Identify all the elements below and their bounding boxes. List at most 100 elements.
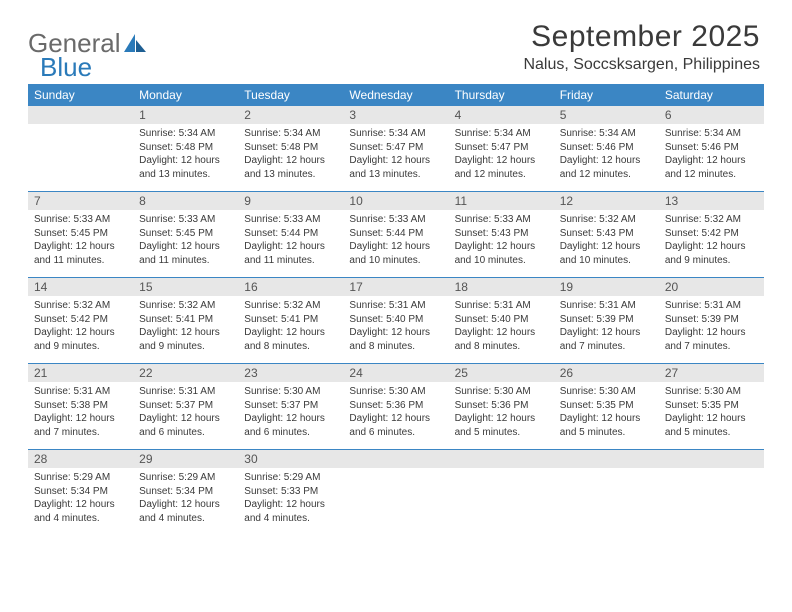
day-cell: 7Sunrise: 5:33 AMSunset: 5:45 PMDaylight… bbox=[28, 192, 133, 277]
day-cell-empty bbox=[343, 450, 448, 535]
day-details: Sunrise: 5:31 AMSunset: 5:39 PMDaylight:… bbox=[659, 296, 764, 359]
day-cell: 1Sunrise: 5:34 AMSunset: 5:48 PMDaylight… bbox=[133, 106, 238, 191]
day-cell: 26Sunrise: 5:30 AMSunset: 5:35 PMDayligh… bbox=[554, 364, 659, 449]
day-number: 29 bbox=[133, 450, 238, 468]
day-number: 21 bbox=[28, 364, 133, 382]
day-number: 10 bbox=[343, 192, 448, 210]
day-cell-empty bbox=[659, 450, 764, 535]
day-number: 25 bbox=[449, 364, 554, 382]
day-number: 15 bbox=[133, 278, 238, 296]
day-cell: 24Sunrise: 5:30 AMSunset: 5:36 PMDayligh… bbox=[343, 364, 448, 449]
day-cell: 2Sunrise: 5:34 AMSunset: 5:48 PMDaylight… bbox=[238, 106, 343, 191]
day-details: Sunrise: 5:34 AMSunset: 5:46 PMDaylight:… bbox=[554, 124, 659, 187]
day-details: Sunrise: 5:29 AMSunset: 5:34 PMDaylight:… bbox=[133, 468, 238, 531]
weekday-header-row: Sunday Monday Tuesday Wednesday Thursday… bbox=[28, 84, 764, 106]
day-number: 18 bbox=[449, 278, 554, 296]
day-details: Sunrise: 5:30 AMSunset: 5:36 PMDaylight:… bbox=[449, 382, 554, 445]
day-cell: 15Sunrise: 5:32 AMSunset: 5:41 PMDayligh… bbox=[133, 278, 238, 363]
day-cell: 8Sunrise: 5:33 AMSunset: 5:45 PMDaylight… bbox=[133, 192, 238, 277]
day-cell: 30Sunrise: 5:29 AMSunset: 5:33 PMDayligh… bbox=[238, 450, 343, 535]
day-cell-empty bbox=[554, 450, 659, 535]
day-number: 8 bbox=[133, 192, 238, 210]
day-cell: 6Sunrise: 5:34 AMSunset: 5:46 PMDaylight… bbox=[659, 106, 764, 191]
day-details: Sunrise: 5:30 AMSunset: 5:35 PMDaylight:… bbox=[554, 382, 659, 445]
day-number bbox=[449, 450, 554, 468]
day-details: Sunrise: 5:32 AMSunset: 5:43 PMDaylight:… bbox=[554, 210, 659, 273]
day-cell: 28Sunrise: 5:29 AMSunset: 5:34 PMDayligh… bbox=[28, 450, 133, 535]
day-number bbox=[659, 450, 764, 468]
week-row: 1Sunrise: 5:34 AMSunset: 5:48 PMDaylight… bbox=[28, 106, 764, 192]
day-cell: 10Sunrise: 5:33 AMSunset: 5:44 PMDayligh… bbox=[343, 192, 448, 277]
calendar: Sunday Monday Tuesday Wednesday Thursday… bbox=[28, 84, 764, 535]
day-number: 22 bbox=[133, 364, 238, 382]
day-details: Sunrise: 5:33 AMSunset: 5:44 PMDaylight:… bbox=[343, 210, 448, 273]
day-number: 20 bbox=[659, 278, 764, 296]
brand-sail-icon bbox=[124, 34, 146, 54]
day-details: Sunrise: 5:32 AMSunset: 5:41 PMDaylight:… bbox=[133, 296, 238, 359]
day-cell: 11Sunrise: 5:33 AMSunset: 5:43 PMDayligh… bbox=[449, 192, 554, 277]
day-number: 27 bbox=[659, 364, 764, 382]
day-details: Sunrise: 5:30 AMSunset: 5:35 PMDaylight:… bbox=[659, 382, 764, 445]
day-number: 28 bbox=[28, 450, 133, 468]
day-number: 6 bbox=[659, 106, 764, 124]
day-number: 12 bbox=[554, 192, 659, 210]
day-cell: 20Sunrise: 5:31 AMSunset: 5:39 PMDayligh… bbox=[659, 278, 764, 363]
week-row: 7Sunrise: 5:33 AMSunset: 5:45 PMDaylight… bbox=[28, 192, 764, 278]
day-cell: 22Sunrise: 5:31 AMSunset: 5:37 PMDayligh… bbox=[133, 364, 238, 449]
day-details: Sunrise: 5:30 AMSunset: 5:36 PMDaylight:… bbox=[343, 382, 448, 445]
day-details: Sunrise: 5:33 AMSunset: 5:43 PMDaylight:… bbox=[449, 210, 554, 273]
day-details: Sunrise: 5:31 AMSunset: 5:40 PMDaylight:… bbox=[449, 296, 554, 359]
day-cell: 3Sunrise: 5:34 AMSunset: 5:47 PMDaylight… bbox=[343, 106, 448, 191]
day-details: Sunrise: 5:29 AMSunset: 5:34 PMDaylight:… bbox=[28, 468, 133, 531]
day-number bbox=[343, 450, 448, 468]
day-details: Sunrise: 5:30 AMSunset: 5:37 PMDaylight:… bbox=[238, 382, 343, 445]
day-number: 14 bbox=[28, 278, 133, 296]
day-number: 17 bbox=[343, 278, 448, 296]
week-row: 28Sunrise: 5:29 AMSunset: 5:34 PMDayligh… bbox=[28, 450, 764, 535]
day-number: 16 bbox=[238, 278, 343, 296]
day-number bbox=[554, 450, 659, 468]
weekday-header: Monday bbox=[133, 84, 238, 106]
week-row: 14Sunrise: 5:32 AMSunset: 5:42 PMDayligh… bbox=[28, 278, 764, 364]
day-number: 24 bbox=[343, 364, 448, 382]
day-details: Sunrise: 5:34 AMSunset: 5:47 PMDaylight:… bbox=[449, 124, 554, 187]
day-cell: 21Sunrise: 5:31 AMSunset: 5:38 PMDayligh… bbox=[28, 364, 133, 449]
day-cell: 5Sunrise: 5:34 AMSunset: 5:46 PMDaylight… bbox=[554, 106, 659, 191]
day-number: 3 bbox=[343, 106, 448, 124]
day-cell: 27Sunrise: 5:30 AMSunset: 5:35 PMDayligh… bbox=[659, 364, 764, 449]
day-cell: 9Sunrise: 5:33 AMSunset: 5:44 PMDaylight… bbox=[238, 192, 343, 277]
day-number: 7 bbox=[28, 192, 133, 210]
weekday-header: Saturday bbox=[659, 84, 764, 106]
day-number: 5 bbox=[554, 106, 659, 124]
day-details: Sunrise: 5:31 AMSunset: 5:39 PMDaylight:… bbox=[554, 296, 659, 359]
day-number: 11 bbox=[449, 192, 554, 210]
day-details: Sunrise: 5:32 AMSunset: 5:42 PMDaylight:… bbox=[28, 296, 133, 359]
day-details: Sunrise: 5:33 AMSunset: 5:44 PMDaylight:… bbox=[238, 210, 343, 273]
day-number: 4 bbox=[449, 106, 554, 124]
day-number: 1 bbox=[133, 106, 238, 124]
weeks-container: 1Sunrise: 5:34 AMSunset: 5:48 PMDaylight… bbox=[28, 106, 764, 535]
week-row: 21Sunrise: 5:31 AMSunset: 5:38 PMDayligh… bbox=[28, 364, 764, 450]
day-number: 30 bbox=[238, 450, 343, 468]
day-cell: 29Sunrise: 5:29 AMSunset: 5:34 PMDayligh… bbox=[133, 450, 238, 535]
weekday-header: Thursday bbox=[449, 84, 554, 106]
day-number: 19 bbox=[554, 278, 659, 296]
day-details: Sunrise: 5:32 AMSunset: 5:41 PMDaylight:… bbox=[238, 296, 343, 359]
day-details: Sunrise: 5:33 AMSunset: 5:45 PMDaylight:… bbox=[28, 210, 133, 273]
day-number: 2 bbox=[238, 106, 343, 124]
day-details: Sunrise: 5:34 AMSunset: 5:46 PMDaylight:… bbox=[659, 124, 764, 187]
day-cell: 17Sunrise: 5:31 AMSunset: 5:40 PMDayligh… bbox=[343, 278, 448, 363]
day-details: Sunrise: 5:34 AMSunset: 5:48 PMDaylight:… bbox=[238, 124, 343, 187]
day-details: Sunrise: 5:31 AMSunset: 5:40 PMDaylight:… bbox=[343, 296, 448, 359]
day-cell: 23Sunrise: 5:30 AMSunset: 5:37 PMDayligh… bbox=[238, 364, 343, 449]
weekday-header: Sunday bbox=[28, 84, 133, 106]
day-cell-empty bbox=[449, 450, 554, 535]
day-number bbox=[28, 106, 133, 124]
day-number: 9 bbox=[238, 192, 343, 210]
day-details: Sunrise: 5:32 AMSunset: 5:42 PMDaylight:… bbox=[659, 210, 764, 273]
weekday-header: Tuesday bbox=[238, 84, 343, 106]
day-details: Sunrise: 5:34 AMSunset: 5:47 PMDaylight:… bbox=[343, 124, 448, 187]
brand-word-2: Blue bbox=[40, 52, 92, 83]
day-cell: 13Sunrise: 5:32 AMSunset: 5:42 PMDayligh… bbox=[659, 192, 764, 277]
day-cell: 25Sunrise: 5:30 AMSunset: 5:36 PMDayligh… bbox=[449, 364, 554, 449]
